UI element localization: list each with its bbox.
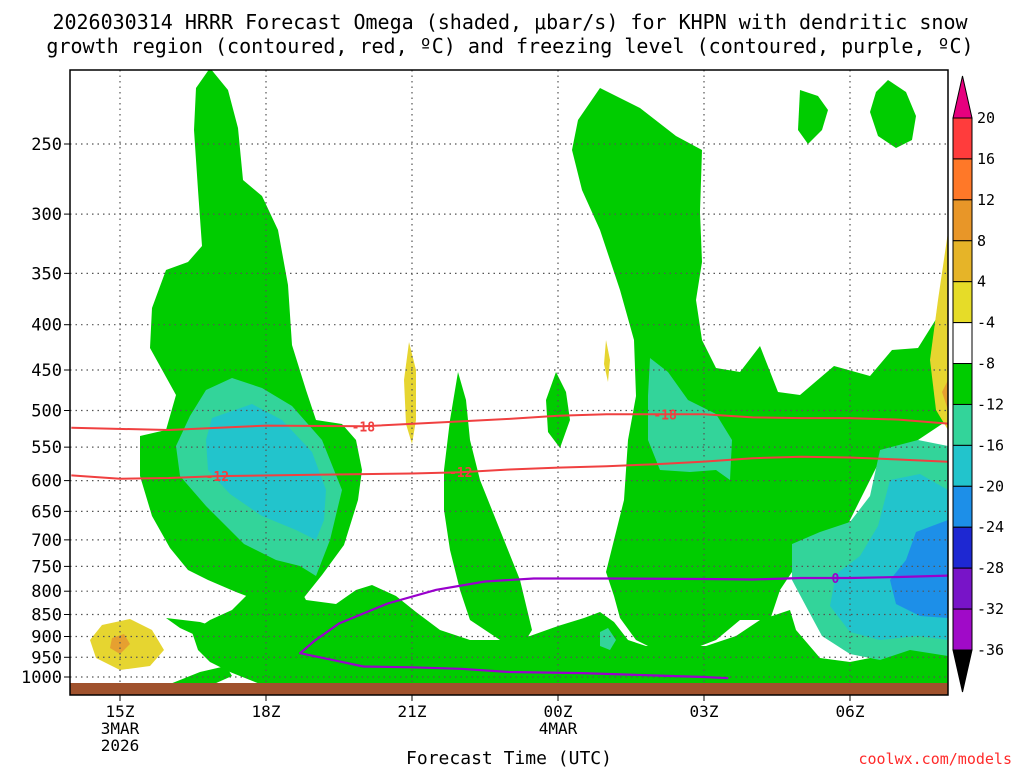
colorbar-segment	[952, 158, 973, 201]
colorbar-top-arrow	[952, 75, 973, 119]
colorbar-label: 8	[977, 232, 986, 250]
y-tick-label: 600	[31, 472, 62, 492]
omega-region-wet-bottom-left	[170, 666, 232, 684]
colorbar-segment	[952, 403, 973, 446]
y-tick-label: 300	[31, 205, 62, 225]
omega-region-wet-small-left	[166, 618, 228, 642]
omega-region-wet-top-blob-1	[798, 90, 828, 144]
colorbar-segment	[952, 199, 973, 242]
y-tick-label: 650	[31, 502, 62, 522]
y-tick-label: 400	[31, 316, 62, 336]
colorbar-label: -4	[977, 314, 995, 332]
y-tick-label: 950	[31, 648, 62, 668]
contour-dgz-minus18	[71, 413, 948, 431]
y-tick-label: 900	[31, 627, 62, 647]
y-tick-label: 1000	[21, 668, 62, 688]
contour-lines: -18 -18 -12 -12 0	[71, 408, 948, 680]
colorbar-label: -28	[977, 559, 1004, 577]
colorbar-label: 16	[977, 150, 995, 168]
omega-region-yellow-02z	[604, 340, 610, 382]
y-axis: 2503003504004505005506006507007508008509…	[21, 135, 70, 688]
omega-region-wet-right-column	[572, 88, 948, 652]
grid-lines	[70, 70, 948, 695]
colorbar-segment	[952, 608, 973, 651]
x-tick-label: 15Z	[106, 702, 135, 721]
chart-title-line2: growth region (contoured, red, ºC) and f…	[46, 34, 973, 58]
y-tick-label: 700	[31, 531, 62, 551]
contour-label-minus12-b: -12	[449, 466, 472, 481]
x-tick-label: 00Z	[544, 702, 573, 721]
x-tick-label: 2026	[101, 736, 140, 755]
colorbar-label: 4	[977, 273, 986, 291]
colorbar-label: 12	[977, 191, 995, 209]
x-tick-label: 4MAR	[539, 719, 578, 738]
colorbar-segment	[952, 322, 973, 365]
x-tick-label: 3MAR	[101, 719, 140, 738]
credit-text: coolwx.com/models	[858, 750, 1012, 768]
colorbar-label: -16	[977, 436, 1004, 454]
omega-region-yellow-21z	[404, 342, 416, 444]
x-tick-label: 06Z	[836, 702, 865, 721]
colorbar-segment	[952, 281, 973, 324]
omega-region-teal-small	[600, 628, 616, 650]
y-tick-label: 500	[31, 402, 62, 422]
colorbar-segment	[952, 567, 973, 610]
omega-region-teal-center	[648, 358, 732, 480]
plot-area: -18 -18 -12 -12 0	[70, 70, 948, 695]
colorbar-segment	[952, 526, 973, 569]
x-tick-label: 21Z	[398, 702, 427, 721]
contour-freezing-level	[299, 574, 948, 680]
y-tick-label: 750	[31, 557, 62, 577]
colorbar-label: -12	[977, 395, 1004, 413]
y-tick-label: 550	[31, 438, 62, 458]
colorbar-segment	[952, 485, 973, 528]
contour-label-minus12-a: -12	[206, 470, 229, 485]
omega-region-orange-right-edge	[942, 380, 948, 410]
colorbar-segment	[952, 444, 973, 487]
y-tick-label: 450	[31, 361, 62, 381]
contour-dgz-minus12	[71, 455, 948, 480]
x-tick-label: 18Z	[252, 702, 281, 721]
colorbar-segment	[952, 117, 973, 160]
colorbar-label: -20	[977, 477, 1004, 495]
omega-region-wet-small-2330z	[546, 372, 570, 448]
colorbar-segment	[952, 240, 973, 283]
y-tick-label: 350	[31, 264, 62, 284]
plot-frame	[69, 69, 949, 696]
omega-region-orange-15z	[110, 634, 130, 654]
colorbar-label: -32	[977, 600, 1004, 618]
y-tick-label: 250	[31, 135, 62, 155]
colorbar-label: -36	[977, 641, 1004, 659]
y-tick-label: 850	[31, 606, 62, 626]
contour-label-minus18-a: -18	[352, 420, 376, 435]
chart-title-line1: 2026030314 HRRR Forecast Omega (shaded, …	[52, 10, 968, 34]
x-tick-label: 03Z	[690, 702, 719, 721]
contour-label-freezing: 0	[831, 572, 839, 587]
colorbar: 20 16 12 8 4 -4 -8 -12 -16 -20 -24 -28 -32 -36	[952, 75, 1004, 693]
omega-region-blue-right	[890, 520, 948, 618]
omega-region-wet-top-blob-2	[870, 80, 916, 148]
y-tick-label: 800	[31, 582, 62, 602]
colorbar-label: 20	[977, 109, 995, 127]
colorbar-label: -8	[977, 355, 995, 373]
ground-strip	[70, 683, 948, 695]
colorbar-bottom-arrow	[952, 649, 973, 693]
omega-region-yellow-right-edge	[930, 232, 948, 430]
contour-label-minus18-b: -18	[653, 408, 677, 423]
colorbar-segment	[952, 363, 973, 405]
colorbar-label: -24	[977, 518, 1004, 536]
x-axis-title: Forecast Time (UTC)	[406, 748, 612, 768]
